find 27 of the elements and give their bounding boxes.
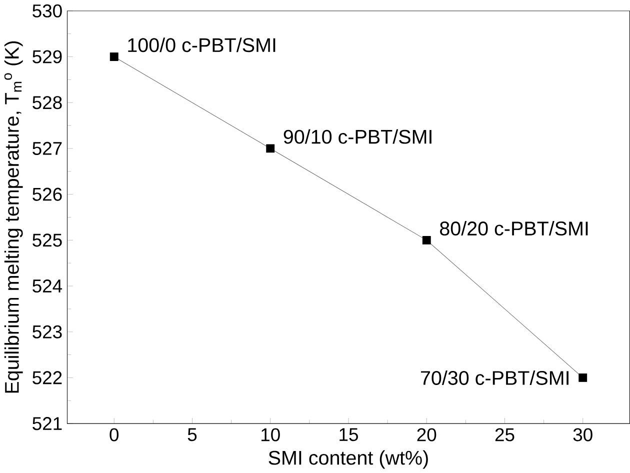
x-tick-label: 10 — [262, 428, 280, 442]
y-tick-label: 525 — [32, 234, 62, 247]
point — [578, 373, 588, 382]
y-axis-title: Equilibrium melting temperature, T$_{m}$$^{o}$ (K) — [4, 41, 23, 393]
y-tick-label: 522 — [32, 371, 62, 384]
x-axis-title: SMI content (wt%) — [268, 450, 428, 469]
y-tick-label: 528 — [32, 96, 62, 110]
point — [266, 144, 275, 153]
y-tick-label: 521 — [32, 416, 62, 430]
y-tick-label: 529 — [32, 50, 62, 64]
x-tick-label: 15 — [340, 428, 358, 442]
y-tick-label: 530 — [32, 4, 62, 18]
y-tick-label: 524 — [32, 279, 62, 292]
x-tick-label: 5 — [188, 428, 197, 442]
annotation: 100/0 c-PBT/SMI — [128, 38, 276, 52]
x-tick-label: 30 — [573, 428, 592, 442]
point — [422, 236, 431, 244]
x-tick-label: 0 — [110, 428, 119, 442]
y-tick-label: 527 — [32, 142, 62, 155]
x-tick-label: 25 — [495, 428, 514, 442]
annotation: 90/10 c-PBT/SMI — [284, 129, 432, 144]
point — [110, 52, 118, 61]
annotation: 80/20 c-PBT/SMI — [440, 220, 588, 236]
x-tick-label: 20 — [417, 428, 436, 442]
y-tick-label: 523 — [32, 325, 62, 338]
annotation: 70/30 c-PBT/SMI — [420, 370, 568, 385]
y-tick-label: 526 — [32, 188, 62, 201]
